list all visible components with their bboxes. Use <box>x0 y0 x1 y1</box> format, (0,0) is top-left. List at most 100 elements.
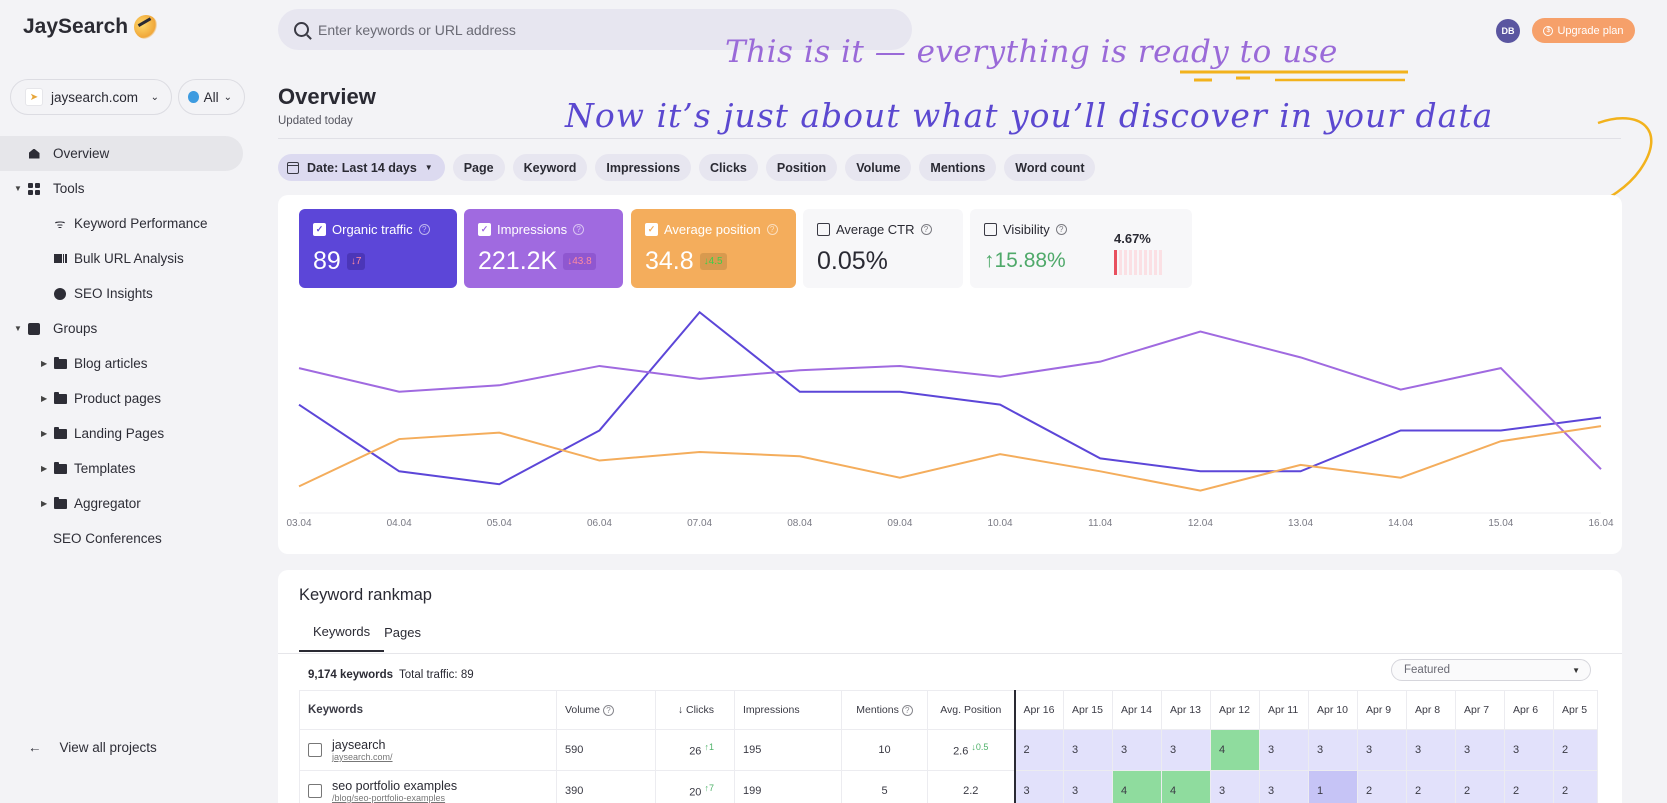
metric-average-ctr[interactable]: Average CTR ? 0.05% <box>803 209 963 288</box>
tab-keywords[interactable]: Keywords <box>299 612 385 652</box>
caret-right-icon[interactable]: ▶ <box>41 429 48 438</box>
help-icon[interactable]: ? <box>766 224 778 235</box>
caret-right-icon[interactable]: ▶ <box>41 499 48 508</box>
rank-cell[interactable]: 3 <box>1308 729 1358 771</box>
search-bar[interactable] <box>278 9 912 50</box>
col-keywords[interactable]: Keywords <box>299 690 557 730</box>
checkbox-icon[interactable] <box>817 223 830 236</box>
sort-dropdown[interactable]: Featured ▼ <box>1391 659 1591 681</box>
help-icon[interactable]: ? <box>1055 224 1067 235</box>
rank-cell[interactable]: 3 <box>1161 729 1211 771</box>
sidebar-item-bulk-url-analysis[interactable]: Bulk URL Analysis <box>0 241 243 276</box>
rank-cell[interactable]: 3 <box>1063 770 1113 803</box>
filter-impressions[interactable]: Impressions <box>595 154 692 181</box>
rank-cell[interactable]: 3 <box>1504 729 1554 771</box>
col-date[interactable]: Apr 5 <box>1553 690 1598 730</box>
date-range-filter[interactable]: Date: Last 14 days ▼ <box>278 154 445 181</box>
col-date[interactable]: Apr 12 <box>1210 690 1260 730</box>
filter-page[interactable]: Page <box>452 154 505 181</box>
keyword-url-link[interactable]: jaysearch.com/ <box>332 752 393 762</box>
col-date[interactable]: Apr 13 <box>1161 690 1211 730</box>
help-icon[interactable]: ? <box>602 705 614 716</box>
metric-organic-traffic[interactable]: ✓ Organic traffic ? 89 ↓7 <box>299 209 457 288</box>
checkbox-checked-icon[interactable]: ✓ <box>478 223 491 236</box>
caret-right-icon[interactable]: ▶ <box>41 464 48 473</box>
col-impressions[interactable]: Impressions <box>734 690 842 730</box>
sidebar-item-groups[interactable]: ▼ Groups <box>14 321 98 336</box>
rank-cell[interactable]: 3 <box>1210 770 1260 803</box>
sidebar-item-seo-insights[interactable]: SEO Insights <box>0 276 243 311</box>
col-date[interactable]: Apr 7 <box>1455 690 1505 730</box>
caret-right-icon[interactable]: ▶ <box>41 359 48 368</box>
upgrade-plan-button[interactable]: $ Upgrade plan <box>1532 18 1635 43</box>
table-row[interactable]: seo portfolio examples/blog/seo-portfoli… <box>299 770 1598 803</box>
metric-impressions[interactable]: ✓ Impressions ? 221.2K ↓43.8 <box>464 209 623 288</box>
col-date[interactable]: Apr 8 <box>1406 690 1456 730</box>
col-date[interactable]: Apr 9 <box>1357 690 1407 730</box>
rank-cell[interactable]: 3 <box>1013 770 1064 803</box>
filter-word-count[interactable]: Word count <box>1004 154 1096 181</box>
filter-keyword[interactable]: Keyword <box>512 154 588 181</box>
rank-cell[interactable]: 2 <box>1455 770 1505 803</box>
col-date[interactable]: Apr 6 <box>1504 690 1554 730</box>
sidebar-item-landing-pages[interactable]: ▶ Landing Pages <box>41 426 165 441</box>
rank-cell[interactable]: 4 <box>1112 770 1162 803</box>
col-date[interactable]: Apr 15 <box>1063 690 1113 730</box>
rank-cell[interactable]: 3 <box>1455 729 1505 771</box>
col-volume[interactable]: Volume ? <box>556 690 656 730</box>
app-logo[interactable]: JaySearch <box>23 15 159 39</box>
rank-cell[interactable]: 2 <box>1357 770 1407 803</box>
col-mentions[interactable]: Mentions ? <box>841 690 928 730</box>
filter-mentions[interactable]: Mentions <box>919 154 997 181</box>
metric-average-position[interactable]: ✓ Average position ? 34.8 ↓4.5 <box>631 209 796 288</box>
keyword-url-link[interactable]: /blog/seo-portfolio-examples <box>332 793 446 803</box>
caret-down-icon[interactable]: ▼ <box>14 324 22 333</box>
rank-cell[interactable]: 3 <box>1406 729 1456 771</box>
metric-visibility[interactable]: Visibility ? ↑15.88% 4.67% <box>970 209 1192 288</box>
rank-cell[interactable]: 3 <box>1357 729 1407 771</box>
search-input[interactable] <box>318 21 878 38</box>
project-selector[interactable]: ➤ jaysearch.com ⌄ <box>10 79 172 115</box>
sidebar-item-keyword-performance[interactable]: ᯤ Keyword Performance <box>54 216 208 231</box>
col-clicks[interactable]: ↓ Clicks <box>655 690 735 730</box>
rank-cell[interactable]: 3 <box>1112 729 1162 771</box>
rank-cell[interactable]: 4 <box>1161 770 1211 803</box>
caret-right-icon[interactable]: ▶ <box>41 394 48 403</box>
sidebar-item-product-pages[interactable]: ▶ Product pages <box>41 391 162 406</box>
rank-cell[interactable]: 2 <box>1406 770 1456 803</box>
rank-cell[interactable]: 2 <box>1553 729 1598 771</box>
filter-position[interactable]: Position <box>765 154 838 181</box>
help-icon[interactable]: ? <box>901 705 913 716</box>
help-icon[interactable]: ? <box>418 224 430 235</box>
checkbox-checked-icon[interactable]: ✓ <box>645 223 658 236</box>
help-icon[interactable]: ? <box>920 224 932 235</box>
rank-cell[interactable]: 3 <box>1259 770 1309 803</box>
filter-clicks[interactable]: Clicks <box>699 154 758 181</box>
sidebar-item-templates[interactable]: ▶ Templates <box>41 461 136 476</box>
tab-pages[interactable]: Pages <box>384 612 435 652</box>
checkbox-icon[interactable] <box>984 223 997 236</box>
rank-cell[interactable]: 2 <box>1013 729 1064 771</box>
row-checkbox[interactable] <box>308 743 322 757</box>
sidebar-item-blog-articles[interactable]: ▶ Blog articles <box>41 356 148 371</box>
sidebar-item-overview[interactable]: Overview <box>0 136 243 171</box>
help-icon[interactable]: ? <box>573 224 585 235</box>
col-date[interactable]: Apr 14 <box>1112 690 1162 730</box>
view-all-projects-link[interactable]: ← View all projects <box>28 740 157 755</box>
col-avg-position[interactable]: Avg. Position <box>927 690 1015 730</box>
region-selector[interactable]: All ⌄ <box>178 79 245 115</box>
rank-cell[interactable]: 3 <box>1063 729 1113 771</box>
avatar[interactable]: DB <box>1496 19 1520 43</box>
col-date[interactable]: Apr 10 <box>1308 690 1358 730</box>
sidebar-item-seo-conferences[interactable]: SEO Conferences <box>53 531 162 546</box>
filter-volume[interactable]: Volume <box>845 154 912 181</box>
row-checkbox[interactable] <box>308 784 322 798</box>
rank-cell[interactable]: 2 <box>1504 770 1554 803</box>
sidebar-item-aggregator[interactable]: ▶ Aggregator <box>41 496 141 511</box>
caret-down-icon[interactable]: ▼ <box>14 184 22 193</box>
rank-cell[interactable]: 2 <box>1553 770 1598 803</box>
table-row[interactable]: jaysearch jaysearch.com/590 26 ↑1 195 10 2.6 … <box>299 729 1598 771</box>
col-date[interactable]: Apr 16 <box>1013 690 1064 730</box>
sidebar-item-tools[interactable]: ▼ Tools <box>14 181 85 196</box>
col-date[interactable]: Apr 11 <box>1259 690 1309 730</box>
